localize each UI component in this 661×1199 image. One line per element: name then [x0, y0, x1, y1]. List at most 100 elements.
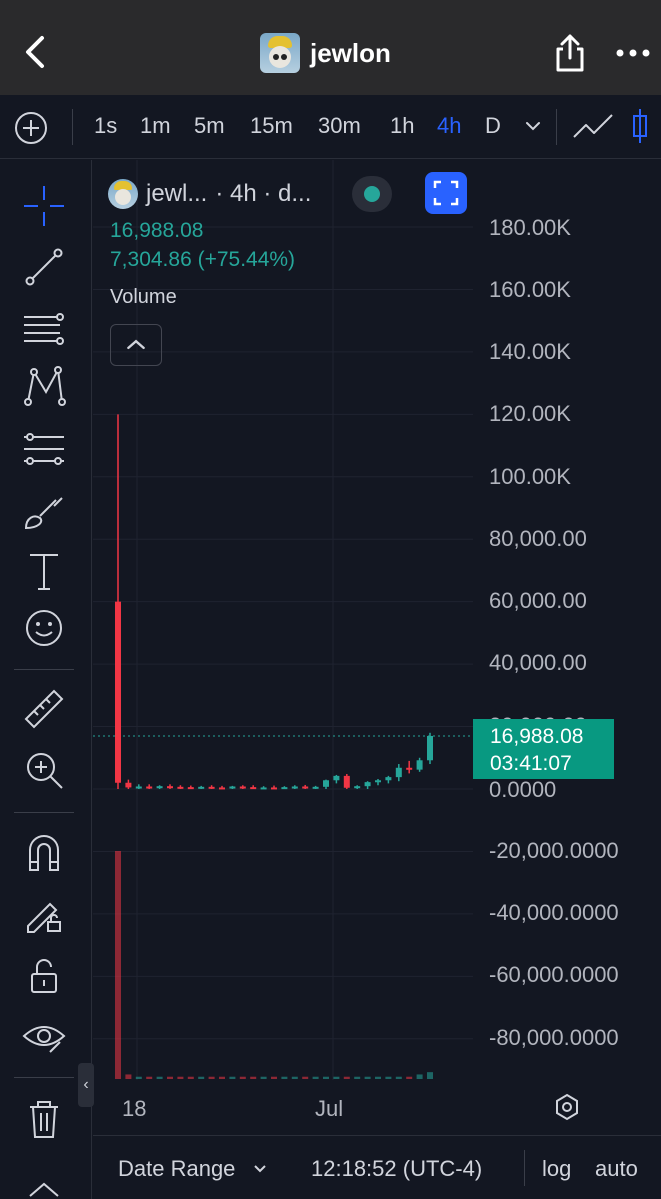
timeframe-1m[interactable]: 1m	[140, 113, 171, 138]
add-indicator-icon[interactable]	[14, 111, 48, 145]
volume-bar	[427, 1072, 433, 1079]
legend-last-price: 16,988.08	[110, 219, 204, 242]
volume-bar	[167, 1076, 173, 1079]
candle-body	[177, 786, 184, 789]
candle-body	[219, 787, 225, 790]
price-chart[interactable]	[93, 160, 661, 1135]
volume-bar	[271, 1076, 277, 1079]
timeframe-5m[interactable]: 5m	[194, 113, 225, 138]
candle-body	[229, 786, 236, 789]
collapse-legend-button[interactable]	[110, 324, 162, 366]
volume-bar	[333, 1076, 340, 1079]
candle-body	[323, 780, 329, 787]
fullscreen-button[interactable]	[425, 172, 467, 214]
candle-body	[271, 787, 277, 790]
log-scale-toggle[interactable]: log	[542, 1156, 572, 1181]
timeframe-15m[interactable]: 15m	[250, 113, 293, 138]
fib-lines-icon[interactable]	[20, 305, 68, 353]
trend-line-icon[interactable]	[20, 243, 68, 291]
candle-body	[375, 780, 381, 783]
volume-bar	[135, 1076, 142, 1079]
chevron-down-icon[interactable]	[524, 117, 542, 135]
candle-body	[302, 786, 309, 789]
candle-body	[146, 786, 153, 789]
crosshair-icon[interactable]	[20, 182, 68, 230]
chevron-left-icon[interactable]	[18, 32, 54, 72]
line-chart-icon[interactable]	[572, 109, 616, 143]
market-status-indicator[interactable]	[352, 176, 392, 212]
price-scale-label: -20,000.0000	[489, 838, 619, 863]
price-scale-label: 120.00K	[489, 401, 571, 426]
candle-body	[208, 786, 215, 789]
volume-bar	[177, 1076, 184, 1079]
collapse-sidebar-button[interactable]: ‹	[78, 1063, 94, 1107]
toolbar-divider	[72, 109, 73, 145]
chart-bottom-bar: Date Range 12:18:52 (UTC-4) log auto	[93, 1135, 661, 1199]
expand-up-icon[interactable]	[20, 1172, 68, 1199]
price-scale-label: 180.00K	[489, 215, 571, 240]
candle-body	[395, 767, 402, 778]
volume-bar	[208, 1076, 215, 1079]
candle-body	[167, 786, 173, 789]
chart-toolbar: 1s 1m 5m 15m 30m 1h 4h D	[0, 95, 661, 159]
magnet-icon[interactable]	[20, 828, 68, 876]
projection-tool-icon[interactable]	[20, 425, 68, 473]
candle-chart-icon[interactable]	[630, 107, 650, 145]
volume-bar	[323, 1076, 329, 1079]
volume-bar	[125, 1074, 132, 1079]
candle-body	[198, 786, 205, 789]
volume-bar	[187, 1076, 194, 1079]
share-icon[interactable]	[550, 32, 590, 74]
candle-body	[416, 760, 423, 770]
chart-legend[interactable]: jewl... · 4h · d...	[108, 172, 311, 216]
page-title-group[interactable]: jewlon	[260, 32, 391, 74]
chevron-down-icon[interactable]	[253, 1162, 267, 1176]
price-scale-label: 160.00K	[489, 277, 571, 302]
price-scale-label: 60,000.00	[489, 588, 587, 613]
timezone-clock[interactable]: 12:18:52 (UTC-4)	[311, 1156, 483, 1181]
price-scale-label: 100.00K	[489, 464, 571, 489]
volume-bar	[364, 1076, 371, 1079]
time-scale-label: Jul	[315, 1096, 344, 1121]
lock-drawings-icon[interactable]	[20, 890, 68, 938]
price-scale-label: 0.0000	[489, 777, 557, 802]
price-scale-label: -60,000.0000	[489, 962, 619, 987]
volume-bar	[250, 1076, 257, 1079]
candle-body	[125, 782, 132, 788]
token-avatar	[260, 33, 300, 73]
brush-icon[interactable]	[20, 488, 68, 536]
text-tool-icon[interactable]	[20, 547, 68, 595]
timeframe-1s[interactable]: 1s	[94, 113, 118, 138]
chart-settings-icon[interactable]	[553, 1093, 581, 1121]
volume-bar	[375, 1076, 381, 1079]
price-scale-label: 140.00K	[489, 339, 571, 364]
timeframe-1h[interactable]: 1h	[390, 113, 415, 138]
timeframe-d[interactable]: D	[485, 113, 501, 138]
price-scale-label: -80,000.0000	[489, 1025, 619, 1050]
ruler-icon[interactable]	[20, 685, 68, 733]
emoji-icon[interactable]	[20, 604, 68, 652]
trash-icon[interactable]	[20, 1095, 68, 1143]
drawing-tools-sidebar	[0, 160, 92, 1199]
price-scale-label: 40,000.00	[489, 650, 587, 675]
pattern-tool-icon[interactable]	[20, 362, 68, 410]
symbol-avatar	[108, 179, 138, 209]
toolbar-divider	[14, 669, 74, 670]
zoom-in-icon[interactable]	[20, 746, 68, 794]
candle-body	[406, 767, 413, 770]
more-horizontal-icon[interactable]	[612, 40, 654, 66]
candle-body	[354, 786, 361, 789]
volume-bar	[291, 1076, 298, 1079]
timeframe-30m[interactable]: 30m	[318, 113, 361, 138]
visibility-icon[interactable]	[20, 1012, 68, 1060]
price-scale-label: 80,000.00	[489, 526, 587, 551]
volume-bar	[302, 1076, 309, 1079]
date-range-button[interactable]: Date Range	[118, 1156, 236, 1181]
timeframe-4h[interactable]: 4h	[437, 113, 462, 138]
symbol-interval: · 4h · d...	[215, 180, 312, 207]
auto-scale-toggle[interactable]: auto	[595, 1156, 638, 1181]
volume-bar	[115, 851, 121, 1079]
page-title: jewlon	[310, 37, 391, 68]
bar-countdown: 03:41:07	[490, 752, 572, 775]
unlock-icon[interactable]	[20, 952, 68, 1000]
